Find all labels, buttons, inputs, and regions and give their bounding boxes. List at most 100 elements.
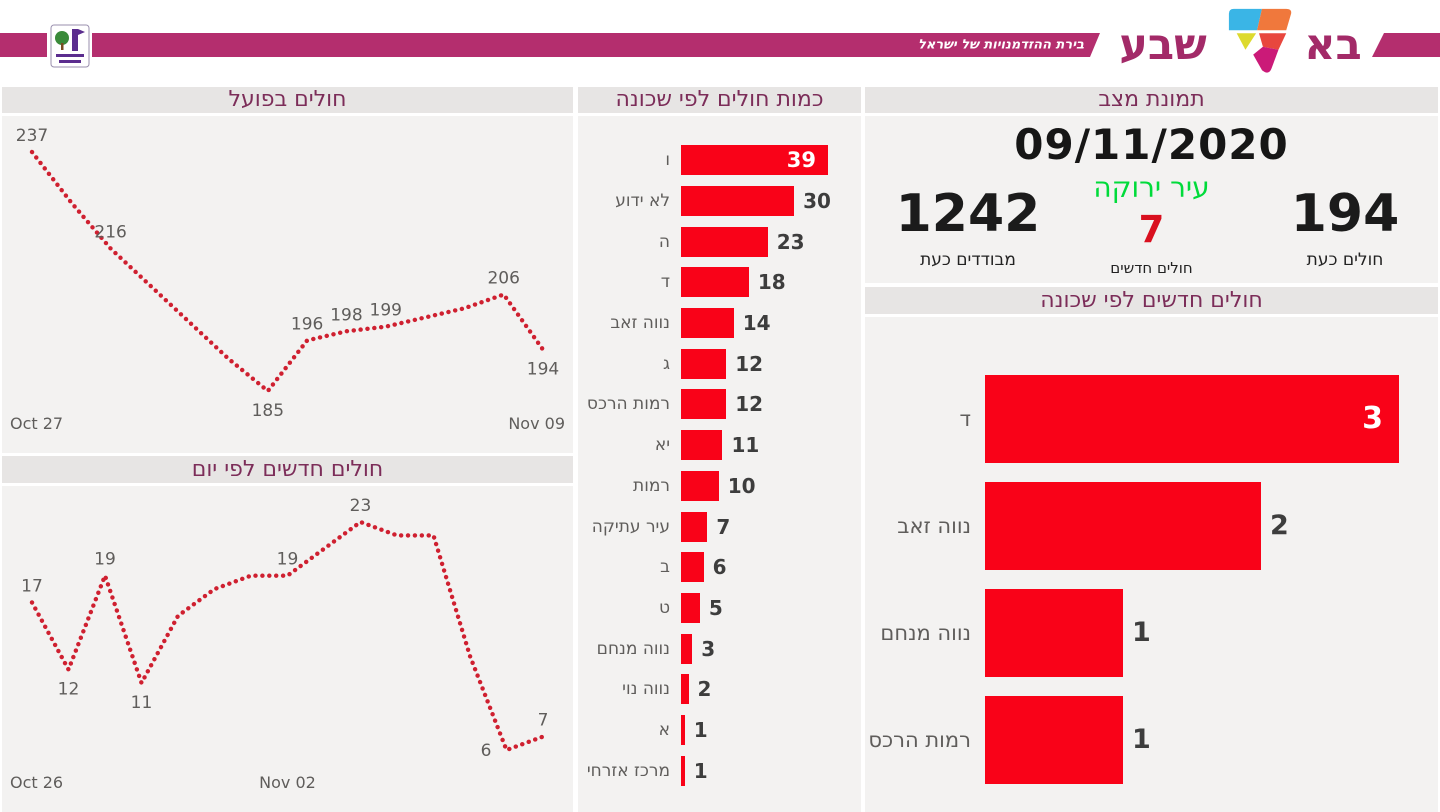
value-label: 6 xyxy=(712,555,727,580)
data-label: 196 xyxy=(291,314,323,334)
isolated-metric: 1242 מבודדים כעת xyxy=(883,188,1053,270)
value-label: 11 xyxy=(731,433,760,458)
category-label: רמות הרכס xyxy=(586,394,670,415)
category-label: ו xyxy=(665,150,670,171)
bar[interactable] xyxy=(681,755,685,786)
value-label: 14 xyxy=(742,311,771,336)
bar[interactable] xyxy=(681,511,708,542)
value-label: 1 xyxy=(693,758,708,783)
bar[interactable] xyxy=(985,695,1123,784)
bar[interactable] xyxy=(681,592,700,623)
data-label: 194 xyxy=(527,360,559,380)
bar-row[interactable]: נווה נוי 2 xyxy=(578,669,861,710)
category-label: נווה נוי xyxy=(622,679,670,700)
bar[interactable] xyxy=(681,633,693,664)
category-label: יא xyxy=(654,435,670,456)
active-cases-trend-canvas[interactable]: 237 216 185 196 198 199 206 194 Oct 27 Nov 09 xyxy=(2,116,573,453)
x-axis-tick: Oct 27 xyxy=(10,414,63,433)
bar-row[interactable]: נווה מנחם 1 xyxy=(865,579,1438,686)
new-cases-by-neighborhood-bar-chart[interactable]: ד 3 נווה זאב 2 נווה מנחם 1 רמות הרכס 1 xyxy=(865,317,1438,812)
bar[interactable] xyxy=(681,674,689,705)
bar[interactable] xyxy=(985,588,1123,677)
bar[interactable] xyxy=(985,481,1261,570)
category-label: רמות הרכס xyxy=(868,727,971,752)
category-label: נווה מנחם xyxy=(880,620,971,645)
value-label: 2 xyxy=(1270,510,1289,541)
data-label: 6 xyxy=(481,741,492,761)
bar-row[interactable]: ג 12 xyxy=(578,343,861,384)
bar-row[interactable]: לא ידוע 30 xyxy=(578,181,861,222)
bar-row[interactable]: רמות 10 xyxy=(578,466,861,507)
cases-by-neighborhood-title: כמות חולים לפי שכונה xyxy=(578,87,861,113)
bar[interactable] xyxy=(681,308,734,339)
bar[interactable] xyxy=(681,186,795,217)
bar-row[interactable]: נווה מנחם 3 xyxy=(578,628,861,669)
bar-row[interactable]: עיר עתיקה 7 xyxy=(578,506,861,547)
data-label: 237 xyxy=(16,126,48,146)
new-cases-by-neighborhood-title: חולים חדשים לפי שכונה xyxy=(865,287,1438,314)
data-label: 185 xyxy=(252,401,284,421)
category-label: ד xyxy=(959,406,971,431)
bar-row[interactable]: נווה זאב 2 xyxy=(865,472,1438,579)
trend-line xyxy=(29,149,546,394)
value-label: 1 xyxy=(1132,617,1151,648)
value-label: 2 xyxy=(697,677,712,702)
category-label: נווה מנחם xyxy=(596,638,670,659)
current-cases-value: 194 xyxy=(1290,184,1400,244)
new-cases-by-day-canvas[interactable]: 17 12 19 11 19 23 6 7 Oct 26 Nov 02 xyxy=(2,486,573,812)
data-label: 19 xyxy=(277,550,299,570)
active-cases-line-chart[interactable]: 237 216 185 196 198 199 206 194 Oct 27 Nov 09 xyxy=(2,116,573,453)
bar[interactable] xyxy=(681,470,719,501)
value-label: 12 xyxy=(735,351,764,376)
category-label: ב xyxy=(660,557,670,578)
category-label: א xyxy=(658,719,670,740)
status-panel: 09/11/2020 עיר ירוקה 7 חולים חדשים 1242 … xyxy=(865,116,1438,283)
category-label: לא ידוע xyxy=(615,191,670,212)
logo-text-ba: בא xyxy=(1304,20,1362,70)
bar-row[interactable]: נווה זאב 14 xyxy=(578,303,861,344)
cases-by-neighborhood-bar-chart[interactable]: ו 39 לא ידוע 30 ה 23 ד 18 נווה זאב 14 ג 12 רמות הרכס… xyxy=(578,116,861,812)
bar[interactable] xyxy=(681,348,727,379)
value-label: 5 xyxy=(708,595,723,620)
new-cases-by-day-line-chart[interactable]: 17 12 19 11 19 23 6 7 Oct 26 Nov 02 xyxy=(2,486,573,812)
bar[interactable] xyxy=(681,389,727,420)
value-label: 30 xyxy=(803,189,831,214)
bar-row[interactable]: יא 11 xyxy=(578,425,861,466)
banner-stripe-left xyxy=(0,33,47,57)
trend-line xyxy=(29,519,546,753)
bar[interactable] xyxy=(681,714,685,745)
bar-row[interactable]: מרכז אזרחי 1 xyxy=(578,750,861,791)
bar-row[interactable]: רמות הרכס 1 xyxy=(865,686,1438,793)
category-label: נווה זאב xyxy=(610,313,670,334)
city-tagline: בירת ההזדמנויות של ישראל xyxy=(918,37,1084,53)
bar[interactable] xyxy=(681,552,704,583)
bar[interactable] xyxy=(681,267,749,298)
bar[interactable]: 39 xyxy=(681,145,829,176)
new-cases-label: חולים חדשים xyxy=(1110,259,1193,277)
data-label: 17 xyxy=(21,576,43,596)
bar-row[interactable]: ד 18 xyxy=(578,262,861,303)
category-label: נווה זאב xyxy=(897,513,971,538)
bar-row[interactable]: ה 23 xyxy=(578,221,861,262)
data-label: 11 xyxy=(131,693,153,713)
bar[interactable] xyxy=(681,430,723,461)
bar-row[interactable]: ו 39 xyxy=(578,140,861,181)
data-label: 7 xyxy=(538,711,549,731)
logo-text-sheva: שבע xyxy=(1119,20,1207,70)
value-label: 1 xyxy=(693,717,708,742)
new-cases-by-day-title: חולים חדשים לפי יום xyxy=(2,456,573,483)
data-label: 23 xyxy=(350,496,372,516)
current-cases-label: חולים כעת xyxy=(1306,250,1384,270)
value-label: 10 xyxy=(727,473,756,498)
category-label: ה xyxy=(658,231,670,252)
bar-row[interactable]: רמות הרכס 12 xyxy=(578,384,861,425)
bar[interactable]: 3 xyxy=(985,374,1399,463)
value-label-inside: 39 xyxy=(786,148,817,173)
x-axis-tick: Nov 02 xyxy=(259,773,316,792)
x-axis-tick: Nov 09 xyxy=(508,414,565,433)
bar[interactable] xyxy=(681,226,768,257)
